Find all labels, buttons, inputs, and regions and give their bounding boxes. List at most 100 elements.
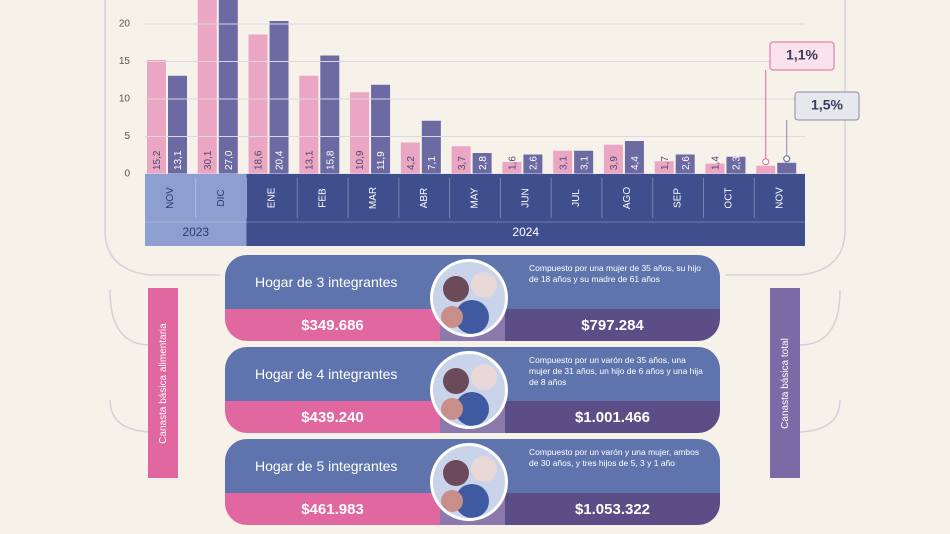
cba-amount: $439.240 [225,401,440,433]
year-band [145,174,247,246]
face-shape [471,364,497,390]
face-shape [471,456,497,482]
bar [654,161,674,174]
value-label: 1,1% [786,47,818,63]
face-shape [441,490,463,512]
bar [523,154,543,174]
value-label: 3,1 [579,156,590,170]
bar [147,60,166,174]
value-label: 4,2 [406,156,417,170]
value-label: 10,9 [355,150,366,170]
bar [574,150,594,174]
year-band [246,174,806,246]
callout-box [769,41,835,71]
bar [320,55,340,174]
bar [350,92,370,174]
bar [400,142,420,174]
x-tick-label: MAY [470,187,481,208]
x-tick-label: AGO [622,187,633,209]
y-tick-label: 5 [124,131,130,142]
value-label: 2,6 [529,156,540,170]
side-label-cba: Canasta básica alimentaria [148,288,178,478]
callout-dot [762,158,770,166]
household-panel: Hogar de 4 integrantes $439.240 Compuesto … [225,347,720,433]
bar [472,153,492,174]
decor-curve [799,399,841,433]
callout-dot [783,155,791,163]
household-panel: Hogar de 5 integrantes $461.983 Compuesto … [225,439,720,525]
y-tick-label: 15 [119,56,131,67]
bar [248,34,268,174]
decor-curve [799,289,841,346]
bar [603,144,623,174]
cba-amount: $349.686 [225,309,440,341]
y-tick-label: 10 [119,94,131,105]
bar [756,165,776,174]
bar [502,162,522,174]
value-label: 15,8 [325,150,336,170]
x-tick-label: SEP [673,188,684,208]
face-shape [443,276,469,302]
decor-curve [109,289,151,346]
value-label: 3,9 [609,156,620,170]
household-title: Hogar de 3 integrantes [225,255,440,309]
bar [269,21,289,174]
y-tick-label: 0 [124,169,130,180]
face-shape [471,272,497,298]
x-tick-label: FEB [317,188,328,208]
bar [553,150,573,174]
value-label: 1,6 [508,156,519,170]
family-illustration [430,351,508,429]
decor-curve [109,399,151,433]
value-label: 27,0 [224,150,235,170]
value-label: 20,4 [275,150,286,170]
cbt-amount: $1.001.466 [505,401,720,433]
x-tick-label: NOV [774,187,785,209]
side-label-cbt: Canasta básica total [770,288,800,478]
family-illustration [430,259,508,337]
bar [675,154,695,174]
face-shape [443,368,469,394]
bar [705,163,725,174]
series-name: Canasta básica alimentaria [157,322,169,444]
value-label: 2,6 [681,156,692,170]
household-description: Compuesto por una mujer de 35 años, su h… [505,255,720,309]
household-panel: Hogar de 3 integrantes $349.686 Compuesto … [225,255,720,341]
bar [168,75,187,174]
year-label: 2024 [512,225,539,239]
bar [777,162,797,174]
bar [624,141,644,174]
value-label: 4,4 [630,156,641,170]
plot [147,0,797,174]
value-label: 1,5% [811,97,843,113]
bar [421,120,441,174]
value-label: 2,3 [732,156,743,170]
x-tick-label: JUL [571,189,582,207]
value-label: 1,4 [711,156,722,170]
cba-amount: $461.983 [225,493,440,525]
bar [197,0,217,174]
year-label: 2023 [182,225,209,239]
cbt-amount: $797.284 [505,309,720,341]
value-label: 15,2 [152,150,163,170]
household-title: Hogar de 5 integrantes [225,439,440,493]
bar [451,146,471,174]
x-tick-label: OCT [723,187,734,208]
value-label: 2,8 [478,156,489,170]
face-shape [441,306,463,328]
household-description: Compuesto por un varón de 35 años, una m… [505,347,720,401]
value-label: 7,1 [427,156,438,170]
decor-curve [104,0,220,276]
value-label: 13,1 [173,150,184,170]
callout-box [794,91,860,121]
x-tick-label: MAR [368,187,379,209]
x-tick-label: JUN [520,188,531,207]
bar [371,84,391,174]
series-name: Canasta básica total [779,337,791,429]
bar [218,0,238,174]
decor-curve [725,0,846,276]
family-illustration [430,443,508,521]
bar [299,75,319,174]
